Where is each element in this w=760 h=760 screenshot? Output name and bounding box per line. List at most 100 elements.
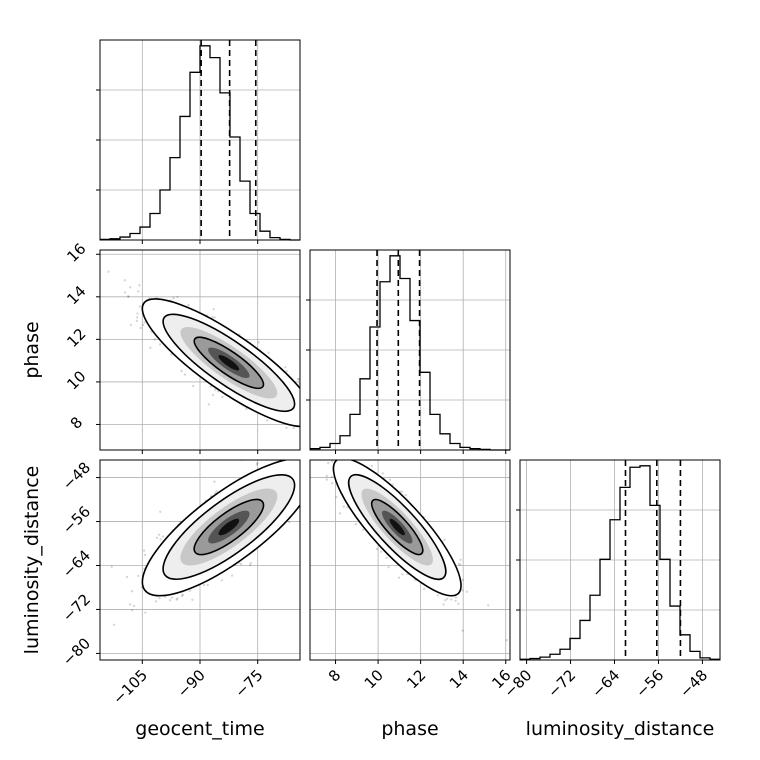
sample-point — [256, 462, 259, 465]
sample-point — [288, 521, 291, 524]
sample-point — [325, 478, 328, 481]
sample-point — [335, 495, 338, 499]
sample-point — [322, 430, 324, 432]
sample-point — [311, 405, 313, 407]
scatter-panel-geocent-time-vs-luminosity-distance — [99, 450, 333, 661]
sample-point — [112, 623, 116, 626]
sample-point — [143, 321, 146, 324]
density-level-5 — [218, 355, 240, 371]
sample-point — [181, 593, 185, 596]
sample-point — [454, 596, 458, 599]
sample-point — [307, 424, 309, 426]
panel-frame — [309, 459, 511, 661]
sample-point — [322, 479, 324, 481]
sample-point — [400, 490, 404, 493]
sample-point — [387, 566, 390, 569]
sample-point — [230, 574, 234, 577]
sample-point — [459, 558, 462, 561]
y-tick-label-phase: 12 — [63, 325, 89, 351]
sample-point — [312, 492, 314, 494]
sample-point — [461, 578, 465, 582]
sample-point — [180, 369, 183, 373]
contour-line-1 — [347, 473, 447, 581]
contour-line-2 — [193, 336, 265, 390]
sample-point — [192, 384, 195, 388]
sample-point — [330, 482, 334, 485]
sample-point — [404, 493, 407, 497]
sample-point — [129, 286, 132, 289]
sample-point — [318, 402, 320, 404]
sample-point — [422, 587, 426, 591]
sample-point — [126, 295, 130, 298]
sample-point — [318, 424, 320, 426]
sample-point — [333, 457, 335, 459]
sample-point — [249, 561, 253, 565]
density-level-5 — [389, 518, 405, 536]
sample-point — [401, 573, 404, 576]
sample-point — [309, 452, 311, 454]
x-tick-label-phase: 10 — [361, 666, 387, 692]
sample-point — [388, 478, 392, 481]
x-axis-label-geocent-time: geocent_time — [135, 718, 264, 740]
x-tick-label-luminosity-distance: −48 — [676, 666, 711, 701]
sample-point — [136, 316, 139, 319]
sample-point — [443, 538, 446, 541]
sample-point — [305, 474, 307, 476]
x-tick-label-geocent-time: −90 — [174, 666, 209, 701]
sample-point — [137, 290, 140, 293]
sample-point — [245, 407, 248, 411]
sample-point — [132, 604, 136, 608]
sample-point — [285, 426, 288, 429]
sample-point — [325, 474, 328, 478]
sample-point — [285, 370, 288, 373]
sample-point — [301, 473, 303, 475]
sample-point — [322, 478, 324, 480]
sample-point — [302, 480, 304, 482]
x-axis-label-luminosity-distance: luminosity_distance — [526, 718, 715, 740]
sample-point — [306, 413, 308, 415]
sample-point — [351, 457, 353, 459]
contour-line-0 — [141, 298, 300, 428]
sample-point — [331, 450, 333, 452]
histogram-step-geocent-time — [100, 45, 300, 241]
sample-point — [110, 565, 114, 568]
histogram-step-phase — [310, 255, 510, 451]
sample-point — [107, 270, 110, 273]
sample-point — [170, 596, 174, 599]
sample-point — [154, 600, 158, 603]
sample-point — [257, 341, 260, 344]
sample-point — [330, 475, 334, 479]
sample-point — [306, 518, 308, 520]
sample-point — [313, 457, 315, 459]
sample-point — [153, 338, 156, 341]
histogram-panel-luminosity-distance — [516, 459, 721, 661]
histogram-panel-geocent-time — [96, 39, 301, 241]
sample-point — [364, 453, 366, 455]
sample-point — [319, 469, 321, 471]
contour-line-1 — [162, 474, 296, 581]
x-axis-label-phase: phase — [381, 718, 438, 740]
sample-point — [457, 602, 460, 605]
sample-point — [314, 473, 316, 475]
contour-line-2 — [370, 498, 424, 556]
sample-point — [436, 594, 439, 597]
sample-point — [323, 426, 325, 428]
sample-point — [301, 393, 303, 395]
sample-point — [157, 533, 161, 536]
y-tick-label-phase: 14 — [63, 282, 89, 308]
sample-point — [342, 457, 344, 459]
sample-point — [324, 436, 326, 438]
sample-point — [183, 373, 187, 376]
sample-point — [305, 487, 307, 489]
sample-point — [209, 385, 212, 388]
sample-point — [397, 576, 401, 579]
sample-point — [143, 553, 147, 557]
sample-point — [331, 460, 334, 463]
sample-point — [487, 604, 490, 607]
x-tick-label-phase: 12 — [403, 666, 429, 692]
sample-point — [159, 510, 162, 513]
sample-point — [342, 446, 344, 448]
sample-point — [303, 485, 305, 487]
sample-point — [327, 461, 330, 465]
